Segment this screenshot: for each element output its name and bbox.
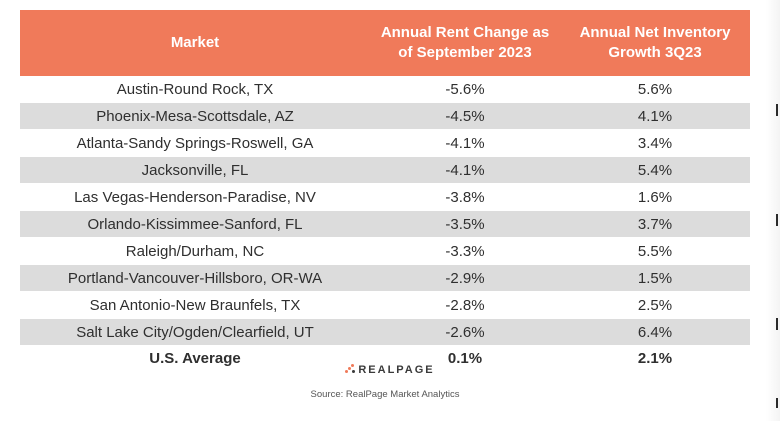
inventory-growth-cell: 5.4% bbox=[560, 156, 750, 184]
rent-change-cell: -4.5% bbox=[370, 102, 560, 130]
rent-change-cell: -3.8% bbox=[370, 183, 560, 211]
inventory-growth-cell: 2.5% bbox=[560, 291, 750, 319]
inventory-growth-cell: 1.6% bbox=[560, 183, 750, 211]
table-row: Orlando-Kissimmee-Sanford, FL -3.5% 3.7% bbox=[20, 210, 750, 238]
rent-change-table: Market Annual Rent Change as of Septembe… bbox=[20, 10, 750, 371]
market-cell: Salt Lake City/Ogden/Clearfield, UT bbox=[20, 318, 370, 345]
market-cell: Las Vegas-Henderson-Paradise, NV bbox=[20, 183, 370, 211]
average-rent-change: 0.1% bbox=[447, 349, 483, 367]
inventory-growth-cell: 4.1% bbox=[560, 102, 750, 130]
rent-change-cell: -2.8% bbox=[370, 291, 560, 319]
inventory-growth-cell: 1.5% bbox=[560, 264, 750, 292]
market-cell: San Antonio-New Braunfels, TX bbox=[20, 291, 370, 319]
table-body: Austin-Round Rock, TX -5.6% 5.6% Phoenix… bbox=[20, 76, 750, 345]
rent-change-cell: -4.1% bbox=[370, 129, 560, 157]
inventory-growth-cell: 5.5% bbox=[560, 237, 750, 265]
average-label: U.S. Average bbox=[149, 349, 241, 367]
header-rent-change: Annual Rent Change as of September 2023 bbox=[380, 24, 550, 61]
header-market: Market bbox=[170, 34, 220, 51]
realpage-logo: REALPAGE bbox=[0, 364, 780, 376]
table-header: Market Annual Rent Change as of Septembe… bbox=[20, 10, 750, 76]
market-cell: Austin-Round Rock, TX bbox=[20, 76, 370, 103]
table-footer: U.S. Average 0.1% 2.1% bbox=[20, 345, 750, 371]
rent-change-cell: -4.1% bbox=[370, 156, 560, 184]
market-cell: Atlanta-Sandy Springs-Roswell, GA bbox=[20, 129, 370, 157]
market-cell: Jacksonville, FL bbox=[20, 156, 370, 184]
table-row: San Antonio-New Braunfels, TX -2.8% 2.5% bbox=[20, 291, 750, 319]
rent-change-cell: -5.6% bbox=[370, 76, 560, 103]
header-row: Market Annual Rent Change as of Septembe… bbox=[20, 10, 750, 76]
inventory-growth-cell: 6.4% bbox=[560, 318, 750, 345]
market-cell: Raleigh/Durham, NC bbox=[20, 237, 370, 265]
market-cell: Portland-Vancouver-Hillsboro, OR-WA bbox=[20, 264, 370, 292]
table-row: Salt Lake City/Ogden/Clearfield, UT -2.6… bbox=[20, 318, 750, 345]
logo-text: REALPAGE bbox=[358, 364, 435, 376]
rent-change-cell: -3.5% bbox=[370, 210, 560, 238]
market-cell: Orlando-Kissimmee-Sanford, FL bbox=[20, 210, 370, 238]
table-row: Austin-Round Rock, TX -5.6% 5.6% bbox=[20, 76, 750, 103]
table-row: Raleigh/Durham, NC -3.3% 5.5% bbox=[20, 237, 750, 265]
table-row: Jacksonville, FL -4.1% 5.4% bbox=[20, 156, 750, 184]
average-row: U.S. Average 0.1% 2.1% bbox=[20, 345, 750, 371]
inventory-growth-cell: 3.4% bbox=[560, 129, 750, 157]
average-inventory-growth: 2.1% bbox=[637, 349, 673, 367]
page-edge-divider bbox=[766, 0, 780, 421]
rent-change-cell: -2.9% bbox=[370, 264, 560, 292]
source-note: Source: RealPage Market Analytics bbox=[310, 389, 460, 400]
table-row: Las Vegas-Henderson-Paradise, NV -3.8% 1… bbox=[20, 183, 750, 211]
table-row: Portland-Vancouver-Hillsboro, OR-WA -2.9… bbox=[20, 264, 750, 292]
inventory-growth-cell: 5.6% bbox=[560, 76, 750, 103]
rent-change-cell: -2.6% bbox=[370, 318, 560, 345]
rent-change-cell: -3.3% bbox=[370, 237, 560, 265]
header-inventory-growth: Annual Net Inventory Growth 3Q23 bbox=[579, 24, 731, 61]
logo-dots-icon bbox=[345, 364, 356, 374]
table-row: Phoenix-Mesa-Scottsdale, AZ -4.5% 4.1% bbox=[20, 102, 750, 130]
inventory-growth-cell: 3.7% bbox=[560, 210, 750, 238]
market-cell: Phoenix-Mesa-Scottsdale, AZ bbox=[20, 102, 370, 130]
table-row: Atlanta-Sandy Springs-Roswell, GA -4.1% … bbox=[20, 129, 750, 157]
